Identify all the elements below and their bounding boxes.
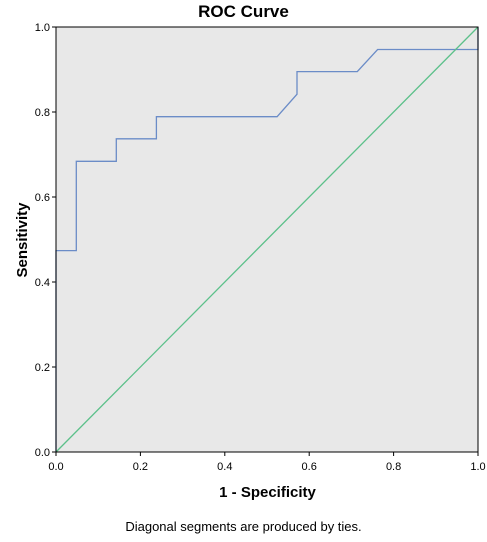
x-tick-label: 0.6 xyxy=(302,461,317,473)
reference-diagonal-line xyxy=(55,26,479,453)
y-tick-label: 0.4 xyxy=(35,277,50,289)
y-axis-label: Sensitivity xyxy=(14,202,31,278)
x-tick-label: 0.0 xyxy=(48,461,63,473)
chart-footnote: Diagonal segments are produced by ties. xyxy=(125,519,362,534)
y-tick-label: 0.6 xyxy=(35,192,50,204)
roc-curve-line xyxy=(55,27,479,452)
x-tick-label: 1.0 xyxy=(470,461,485,473)
chart-title: ROC Curve xyxy=(198,2,289,21)
plot-frame xyxy=(55,26,479,453)
y-tick-label: 0.0 xyxy=(35,447,50,459)
x-axis-label: 1 - Specificity xyxy=(219,484,316,501)
x-tick-label: 0.4 xyxy=(217,461,232,473)
y-tick-label: 1.0 xyxy=(35,22,50,34)
y-tick-label: 0.8 xyxy=(35,107,50,119)
x-tick-label: 0.2 xyxy=(133,461,148,473)
y-tick-label: 0.2 xyxy=(35,362,50,374)
x-tick-label: 0.8 xyxy=(386,461,401,473)
